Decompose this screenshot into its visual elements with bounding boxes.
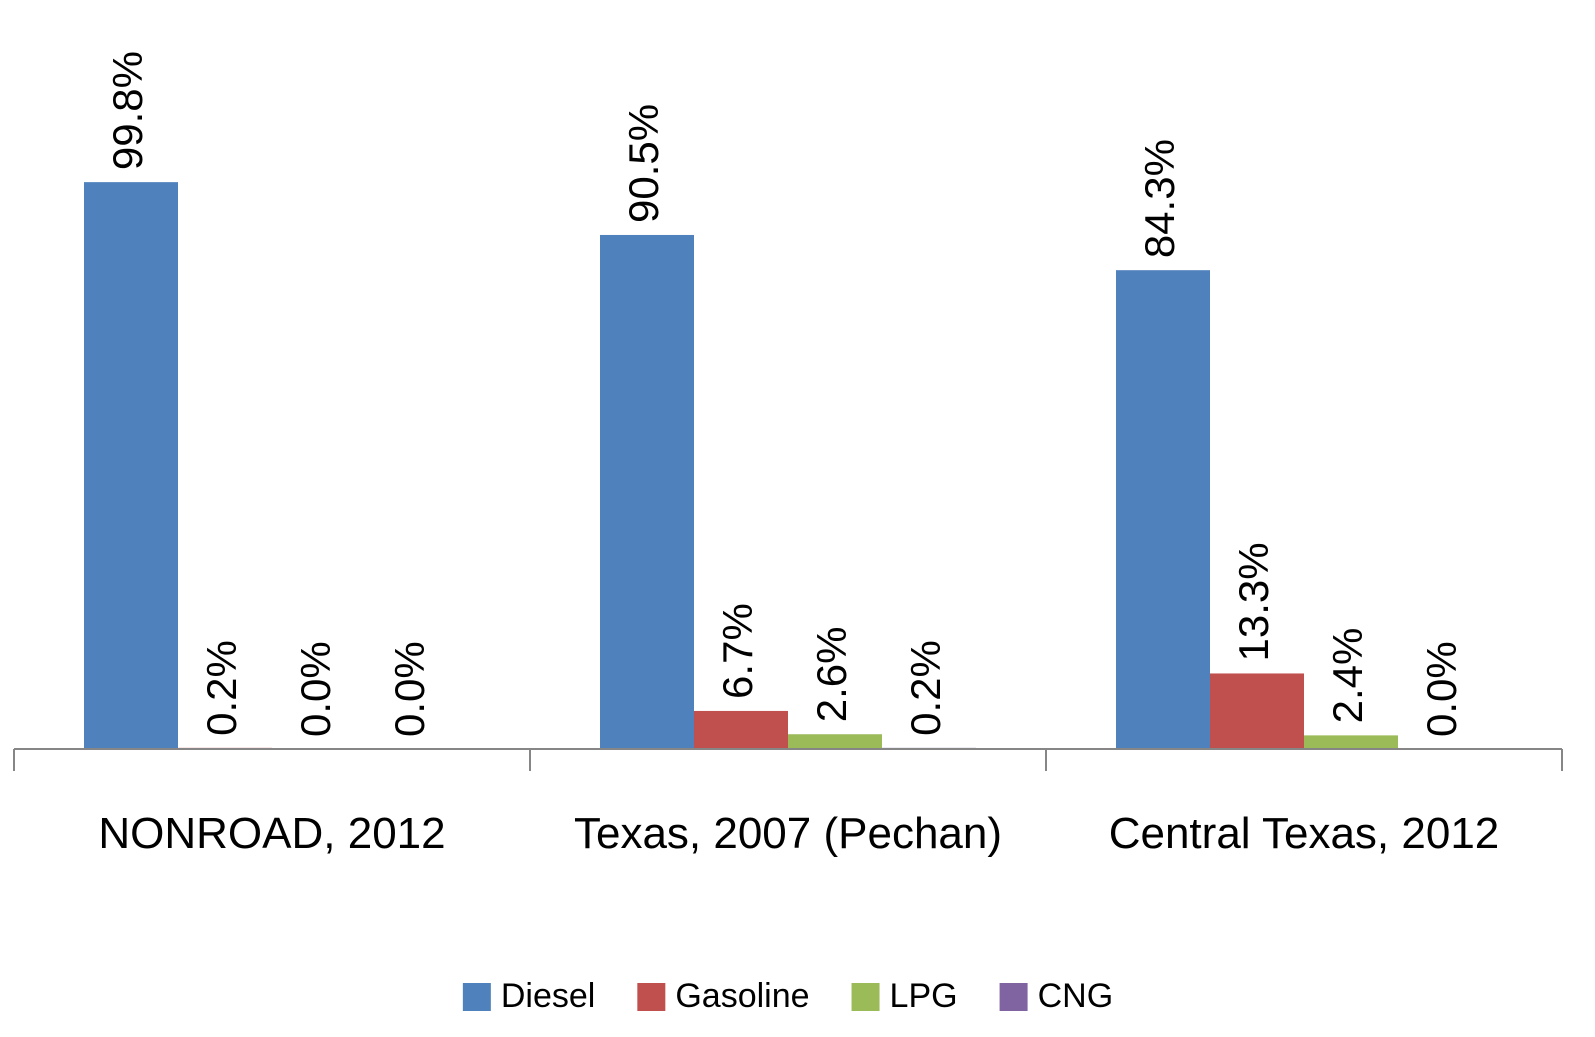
bar bbox=[600, 234, 694, 749]
value-label: 84.3% bbox=[1136, 139, 1183, 258]
bar bbox=[1304, 735, 1398, 749]
value-label: 6.7% bbox=[714, 603, 761, 699]
legend-swatch bbox=[637, 983, 666, 1011]
x-tick-label: NONROAD, 2012 bbox=[98, 809, 445, 858]
value-label: 0.0% bbox=[292, 641, 339, 737]
value-label: 0.2% bbox=[198, 640, 245, 736]
bar bbox=[1210, 673, 1304, 749]
value-label: 0.2% bbox=[902, 640, 949, 736]
legend-label: LPG bbox=[890, 977, 958, 1015]
legend-swatch bbox=[462, 983, 491, 1011]
bar bbox=[1116, 270, 1210, 749]
legend-label: Diesel bbox=[501, 977, 595, 1015]
bar bbox=[694, 710, 788, 749]
legend-swatch bbox=[851, 983, 880, 1011]
value-label: 2.4% bbox=[1324, 628, 1371, 724]
legend: Diesel Gasoline LPG CNG bbox=[462, 977, 1114, 1015]
value-label: 99.8% bbox=[104, 51, 151, 170]
legend-swatch bbox=[999, 983, 1028, 1011]
value-label: 0.0% bbox=[1418, 641, 1465, 737]
legend-label: Gasoline bbox=[675, 977, 809, 1015]
value-label: 0.0% bbox=[386, 641, 433, 737]
value-label: 13.3% bbox=[1230, 542, 1277, 661]
value-label: 2.6% bbox=[808, 626, 855, 722]
bar bbox=[84, 182, 178, 750]
value-label: 90.5% bbox=[620, 104, 667, 223]
x-tick-label: Texas, 2007 (Pechan) bbox=[574, 809, 1002, 858]
bar bbox=[788, 734, 882, 749]
legend-label: CNG bbox=[1038, 977, 1114, 1015]
x-tick-label: Central Texas, 2012 bbox=[1109, 809, 1500, 858]
